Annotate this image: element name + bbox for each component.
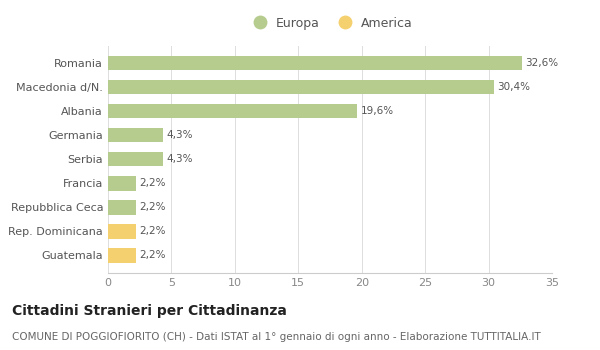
Text: 30,4%: 30,4% [497, 82, 530, 92]
Bar [108, 200, 136, 215]
Legend: Europa, America: Europa, America [242, 12, 418, 35]
Bar [108, 248, 136, 262]
Bar [108, 128, 163, 142]
Text: COMUNE DI POGGIOFIORITO (CH) - Dati ISTAT al 1° gennaio di ogni anno - Elaborazi: COMUNE DI POGGIOFIORITO (CH) - Dati ISTA… [12, 332, 541, 343]
Bar [108, 80, 494, 94]
Text: 2,2%: 2,2% [140, 178, 166, 188]
Text: 4,3%: 4,3% [166, 130, 193, 140]
Bar [108, 152, 163, 167]
Bar [108, 104, 356, 118]
Text: 4,3%: 4,3% [166, 154, 193, 164]
Text: 32,6%: 32,6% [526, 58, 559, 68]
Bar [108, 224, 136, 239]
Bar [108, 176, 136, 190]
Text: Cittadini Stranieri per Cittadinanza: Cittadini Stranieri per Cittadinanza [12, 304, 287, 318]
Bar [108, 56, 521, 70]
Text: 2,2%: 2,2% [140, 251, 166, 260]
Text: 2,2%: 2,2% [140, 202, 166, 212]
Text: 19,6%: 19,6% [361, 106, 394, 116]
Text: 2,2%: 2,2% [140, 226, 166, 236]
